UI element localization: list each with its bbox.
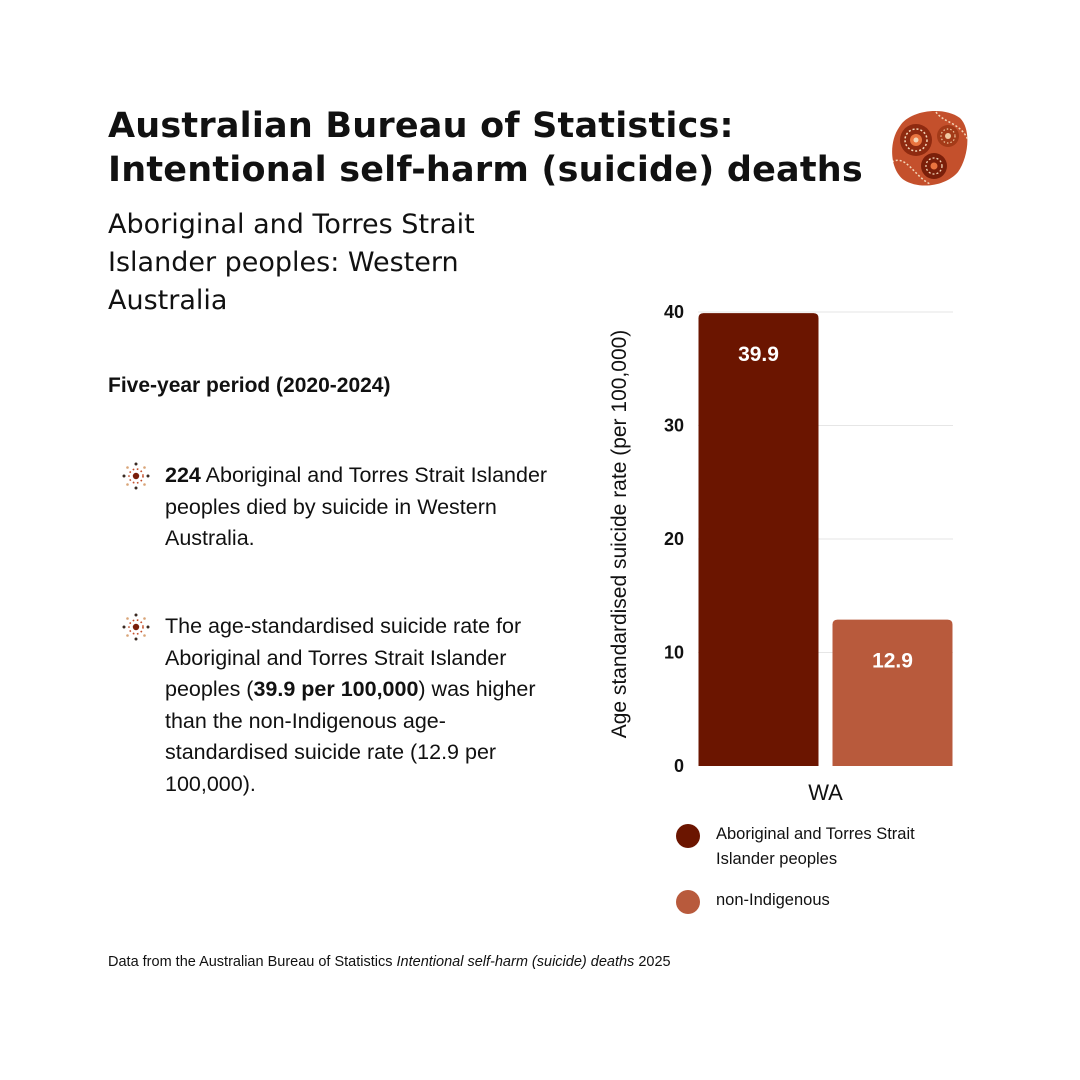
legend-item-non-indigenous: non-Indigenous xyxy=(676,888,976,914)
y-tick-label: 0 xyxy=(674,756,684,776)
page-title: Australian Bureau of Statistics: Intenti… xyxy=(108,104,868,192)
data-label: 12.9 xyxy=(872,650,913,673)
x-category-label: WA xyxy=(808,780,843,805)
y-tick-label: 40 xyxy=(664,302,684,322)
bar-non-indigenous xyxy=(832,619,953,766)
legend-swatch-indigenous xyxy=(676,824,700,848)
footnote-prefix: Data from the Australian Bureau of Stati… xyxy=(108,954,397,970)
footnote-suffix: 2025 xyxy=(634,954,671,970)
deaths-description: Aboriginal and Torres Strait Islander pe… xyxy=(165,463,548,550)
rate-text-b: ) was higher than the non-Indigenous age… xyxy=(165,677,536,796)
rate-highlight: 39.9 per 100,000 xyxy=(253,677,419,701)
chart-legend: Aboriginal and Torres Strait Islander pe… xyxy=(676,822,976,929)
title-line-2: Intentional self-harm (suicide) deaths xyxy=(108,150,863,190)
source-footnote: Data from the Australian Bureau of Stati… xyxy=(108,954,671,970)
y-tick-label: 30 xyxy=(664,416,684,436)
title-line-1: Australian Bureau of Statistics: xyxy=(108,106,734,146)
period-heading: Five-year period (2020-2024) xyxy=(108,374,391,397)
bullet-deaths-text: 224 Aboriginal and Torres Strait Islande… xyxy=(165,460,555,555)
bullet-rate-text: The age-standardised suicide rate for Ab… xyxy=(165,611,555,800)
data-label: 39.9 xyxy=(738,343,779,366)
y-tick-label: 10 xyxy=(664,643,684,663)
y-tick-label: 20 xyxy=(664,529,684,549)
dot-art-icon xyxy=(122,613,150,641)
rate-text-a: The age-standardised suicide rate for Ab… xyxy=(165,614,522,701)
aboriginal-art-stone-icon xyxy=(892,111,968,186)
deaths-count: 224 xyxy=(165,463,201,487)
legend-label-indigenous: Aboriginal and Torres Strait Islander pe… xyxy=(716,825,915,868)
dot-art-icon xyxy=(122,462,150,490)
subtitle: Aboriginal and Torres Strait Islander pe… xyxy=(108,209,475,316)
legend-swatch-non-indigenous xyxy=(676,890,700,914)
bar-chart: 0 10 20 30 40 39.9 12.9 WA Age standardised suic… xyxy=(608,302,953,805)
legend-label-non-indigenous: non-Indigenous xyxy=(716,891,830,909)
y-axis-title: Age standardised suicide rate (per 100,0… xyxy=(608,330,631,739)
legend-item-indigenous: Aboriginal and Torres Strait Islander pe… xyxy=(676,822,976,872)
footnote-title: Intentional self-harm (suicide) deaths xyxy=(396,954,635,970)
bar-indigenous xyxy=(698,313,819,766)
